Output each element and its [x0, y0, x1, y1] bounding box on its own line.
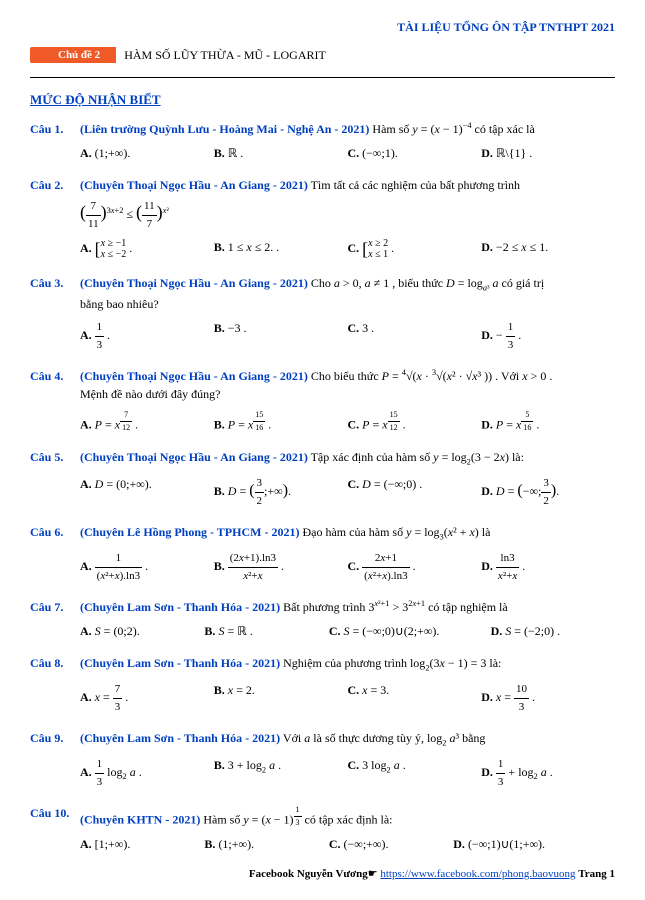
q8-source: (Chuyên Lam Sơn - Thanh Hóa - 2021)	[80, 656, 280, 670]
q7-num: Câu 7.	[30, 598, 80, 640]
q1-num: Câu 1.	[30, 120, 80, 162]
q1-source: (Liên trường Quỳnh Lưu - Hoàng Mai - Ngh…	[80, 122, 369, 136]
q6-source: (Chuyên Lê Hồng Phong - TPHCM - 2021)	[80, 525, 299, 539]
q9-source: (Chuyên Lam Sơn - Thanh Hóa - 2021)	[80, 731, 280, 745]
question-2: Câu 2. (Chuyên Thoại Ngọc Hầu - An Giang…	[30, 176, 615, 260]
q7-source: (Chuyên Lam Sơn - Thanh Hóa - 2021)	[80, 600, 280, 614]
chapter-badge: Chủ đề 2	[30, 47, 116, 63]
q5-num: Câu 5.	[30, 448, 80, 509]
section-title: MỨC ĐỘ NHẬN BIẾT	[30, 92, 615, 108]
question-10: Câu 10. (Chuyên KHTN - 2021) Hàm số y = …	[30, 804, 615, 853]
question-9: Câu 9. (Chuyên Lam Sơn - Thanh Hóa - 202…	[30, 729, 615, 790]
question-6: Câu 6. (Chuyên Lê Hồng Phong - TPHCM - 2…	[30, 523, 615, 584]
chapter-line: Chủ đề 2 HÀM SỐ LŨY THỪA - MŨ - LOGARIT	[30, 47, 615, 63]
question-1: Câu 1. (Liên trường Quỳnh Lưu - Hoàng Ma…	[30, 120, 615, 162]
chapter-name: HÀM SỐ LŨY THỪA - MŨ - LOGARIT	[124, 48, 326, 63]
q6-num: Câu 6.	[30, 523, 80, 584]
q9-num: Câu 9.	[30, 729, 80, 790]
q5-source: (Chuyên Thoại Ngọc Hầu - An Giang - 2021…	[80, 450, 308, 464]
q3-source: (Chuyên Thoại Ngọc Hầu - An Giang - 2021…	[80, 276, 308, 290]
question-7: Câu 7. (Chuyên Lam Sơn - Thanh Hóa - 202…	[30, 598, 615, 640]
q10-source: (Chuyên KHTN - 2021)	[80, 812, 200, 826]
question-3: Câu 3. (Chuyên Thoại Ngọc Hầu - An Giang…	[30, 274, 615, 353]
question-4: Câu 4. (Chuyên Thoại Ngọc Hầu - An Giang…	[30, 367, 615, 434]
footer-link[interactable]: https://www.facebook.com/phong.baovuong	[380, 868, 575, 880]
question-8: Câu 8. (Chuyên Lam Sơn - Thanh Hóa - 202…	[30, 654, 615, 715]
q2-source: (Chuyên Thoại Ngọc Hầu - An Giang - 2021…	[80, 178, 308, 192]
q2-num: Câu 2.	[30, 176, 80, 260]
q8-num: Câu 8.	[30, 654, 80, 715]
question-5: Câu 5. (Chuyên Thoại Ngọc Hầu - An Giang…	[30, 448, 615, 509]
doc-header: TÀI LIỆU TỔNG ÔN TẬP TNTHPT 2021	[30, 20, 615, 35]
q4-num: Câu 4.	[30, 367, 80, 434]
chapter-separator	[30, 77, 615, 78]
q3-num: Câu 3.	[30, 274, 80, 353]
q10-num: Câu 10.	[30, 804, 80, 853]
page-footer: Facebook Nguyễn Vương☛ https://www.faceb…	[30, 867, 615, 880]
q4-source: (Chuyên Thoại Ngọc Hầu - An Giang - 2021…	[80, 369, 308, 383]
